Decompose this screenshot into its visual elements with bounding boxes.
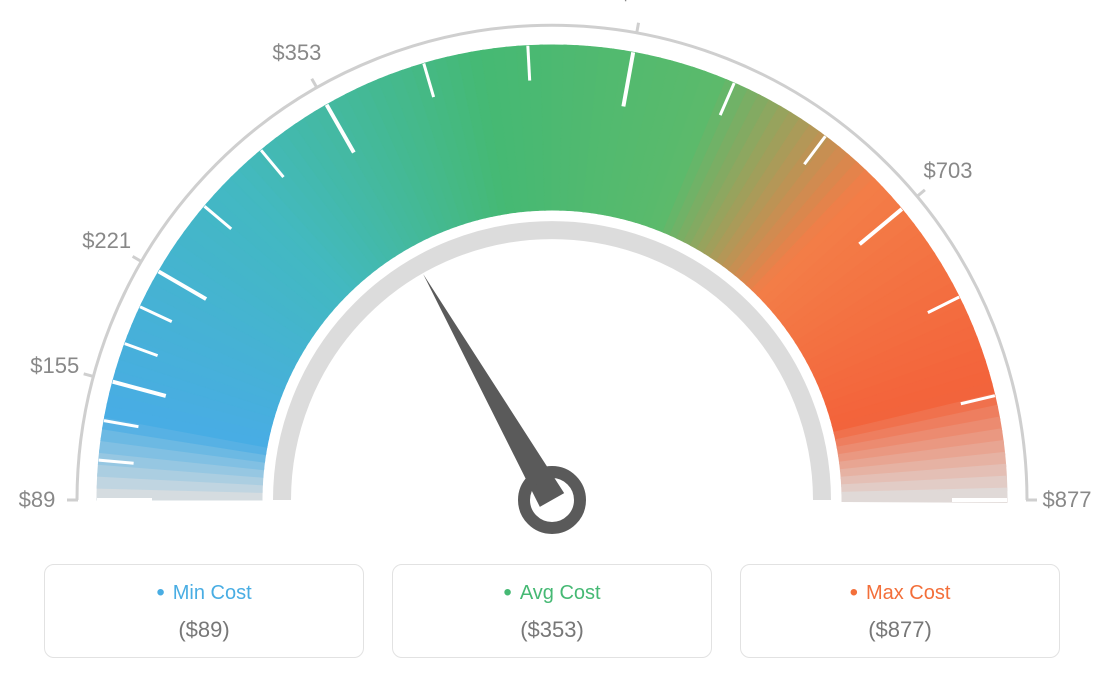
legend-min-value: ($89) — [45, 617, 363, 643]
cost-gauge-chart: $89 $155 $221 $353 $528 $703 $877 — [0, 0, 1104, 560]
legend-card-max: Max Cost ($877) — [740, 564, 1060, 658]
gauge-tick-label: $528 — [619, 0, 668, 6]
gauge-tick-label: $221 — [82, 228, 131, 254]
gauge-tick-label: $89 — [19, 487, 56, 513]
gauge-tick-label: $155 — [30, 353, 79, 379]
legend-card-min: Min Cost ($89) — [44, 564, 364, 658]
gauge-tick-label: $353 — [272, 40, 321, 66]
gauge-tick-label: $703 — [923, 158, 972, 184]
legend-row: Min Cost ($89) Avg Cost ($353) Max Cost … — [0, 564, 1104, 658]
legend-min-label: Min Cost — [45, 579, 363, 607]
legend-avg-label: Avg Cost — [393, 579, 711, 607]
legend-max-label: Max Cost — [741, 579, 1059, 607]
legend-avg-value: ($353) — [393, 617, 711, 643]
legend-card-avg: Avg Cost ($353) — [392, 564, 712, 658]
legend-max-value: ($877) — [741, 617, 1059, 643]
gauge-tick-label: $877 — [1043, 487, 1092, 513]
gauge-svg — [0, 0, 1104, 560]
